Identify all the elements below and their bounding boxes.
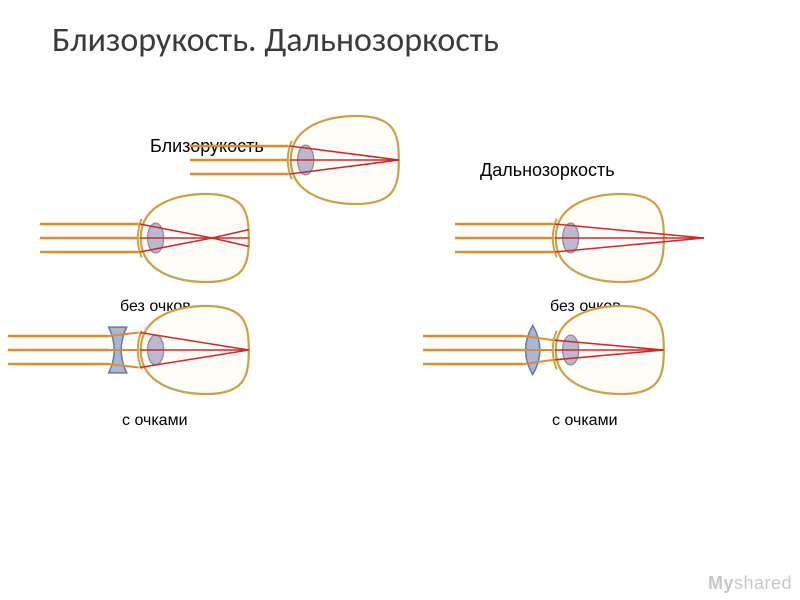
watermark-bold: My [708,573,734,593]
eye-diagram-myopia-with-glasses [6,300,327,405]
watermark-rest: shared [734,573,792,593]
label-hyperopia-column: Дальнозоркость [480,160,615,181]
label-with-glasses-right: с очками [552,412,618,430]
eye-diagram-hyperopia-no-glasses [453,188,742,293]
eye-diagram-myopia-no-glasses [38,188,327,293]
watermark: Myshared [708,573,792,594]
slide-title: Близорукость. Дальнозоркость [52,20,499,61]
label-with-glasses-left: с очками [122,412,188,430]
eye-diagram-hyperopia-with-glasses [421,300,742,405]
